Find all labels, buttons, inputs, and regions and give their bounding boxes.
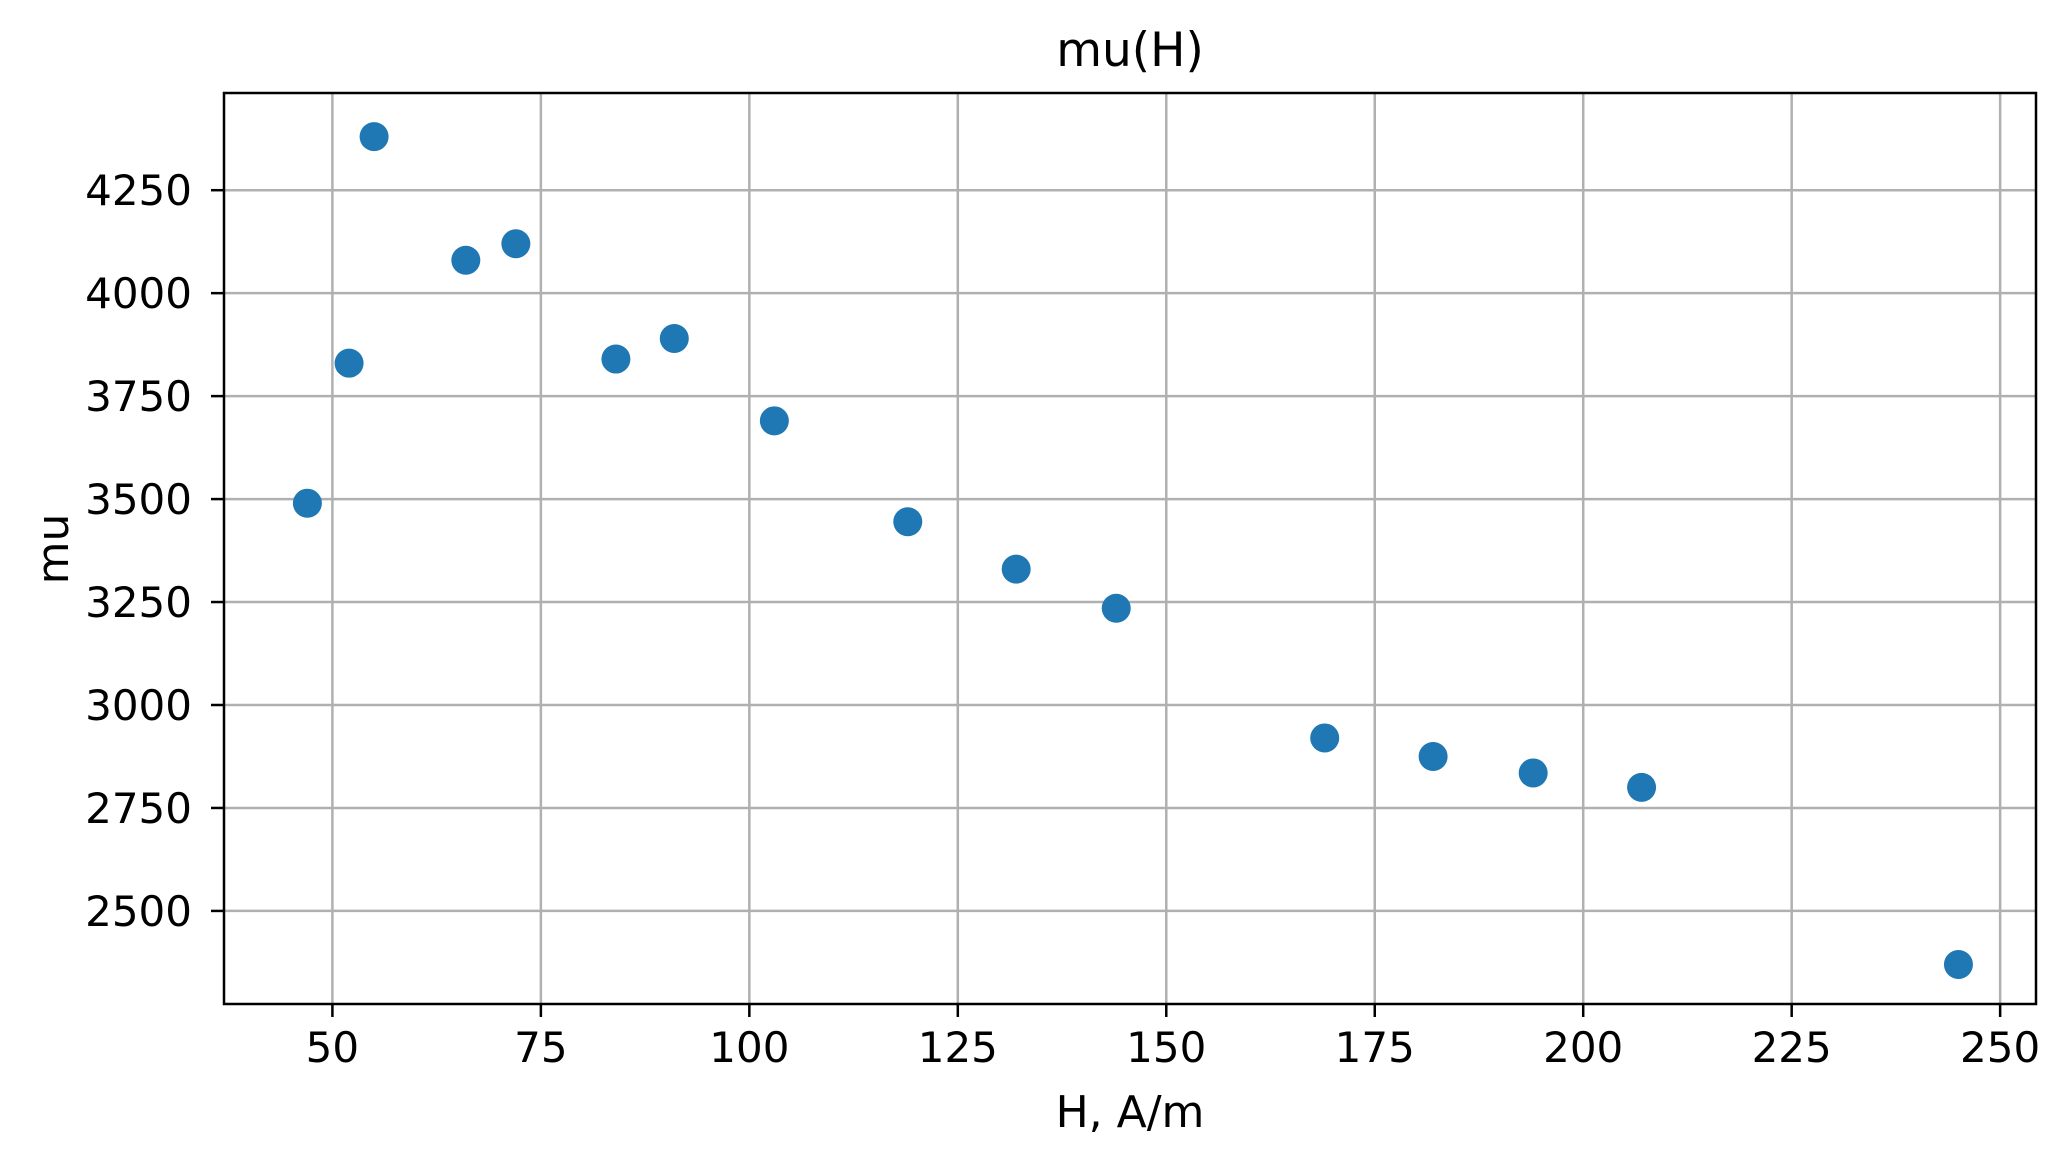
x-tick-label: 75 <box>514 1023 567 1072</box>
data-point <box>759 406 789 436</box>
points-layer <box>292 122 1973 979</box>
data-point <box>1518 758 1548 788</box>
data-point <box>334 348 364 378</box>
data-point <box>601 344 631 374</box>
x-tick-label: 200 <box>1543 1023 1623 1072</box>
y-tick-label: 3250 <box>85 578 192 627</box>
y-axis-label: mu <box>28 514 79 585</box>
y-tick-label: 2750 <box>85 784 192 833</box>
tick-label-layer: 50 75 100 125 150 175 200 225 250 2500 2750 3000 325… <box>85 166 2040 1072</box>
y-tick-label: 4250 <box>85 166 192 215</box>
grid-layer <box>224 93 2036 1004</box>
x-tick-label: 100 <box>709 1023 789 1072</box>
data-point <box>359 122 389 152</box>
x-tick-label: 150 <box>1126 1023 1206 1072</box>
data-point <box>893 507 923 537</box>
data-point <box>1310 723 1340 753</box>
data-point <box>501 229 531 259</box>
tick-layer <box>211 188 2002 1017</box>
x-axis-label: H, A/m <box>1056 1087 1205 1138</box>
data-point <box>451 245 481 275</box>
data-point <box>292 488 322 518</box>
data-point <box>1418 741 1448 771</box>
data-point <box>1943 949 1973 979</box>
chart-title: mu(H) <box>1056 23 1204 78</box>
x-tick-label: 125 <box>918 1023 998 1072</box>
data-point <box>1101 593 1131 623</box>
x-tick-label: 50 <box>306 1023 359 1072</box>
x-tick-label: 175 <box>1335 1023 1415 1072</box>
data-point <box>1001 554 1031 584</box>
y-tick-label: 3000 <box>85 681 192 730</box>
data-point <box>659 323 689 353</box>
plot-frame <box>222 91 2038 1006</box>
y-tick-label: 3750 <box>85 372 192 421</box>
x-tick-label: 250 <box>1960 1023 2040 1072</box>
data-point <box>1627 772 1657 802</box>
x-tick-label: 225 <box>1752 1023 1832 1072</box>
y-tick-label: 2500 <box>85 887 192 936</box>
y-tick-label: 4000 <box>85 269 192 318</box>
y-tick-label: 3500 <box>85 475 192 524</box>
